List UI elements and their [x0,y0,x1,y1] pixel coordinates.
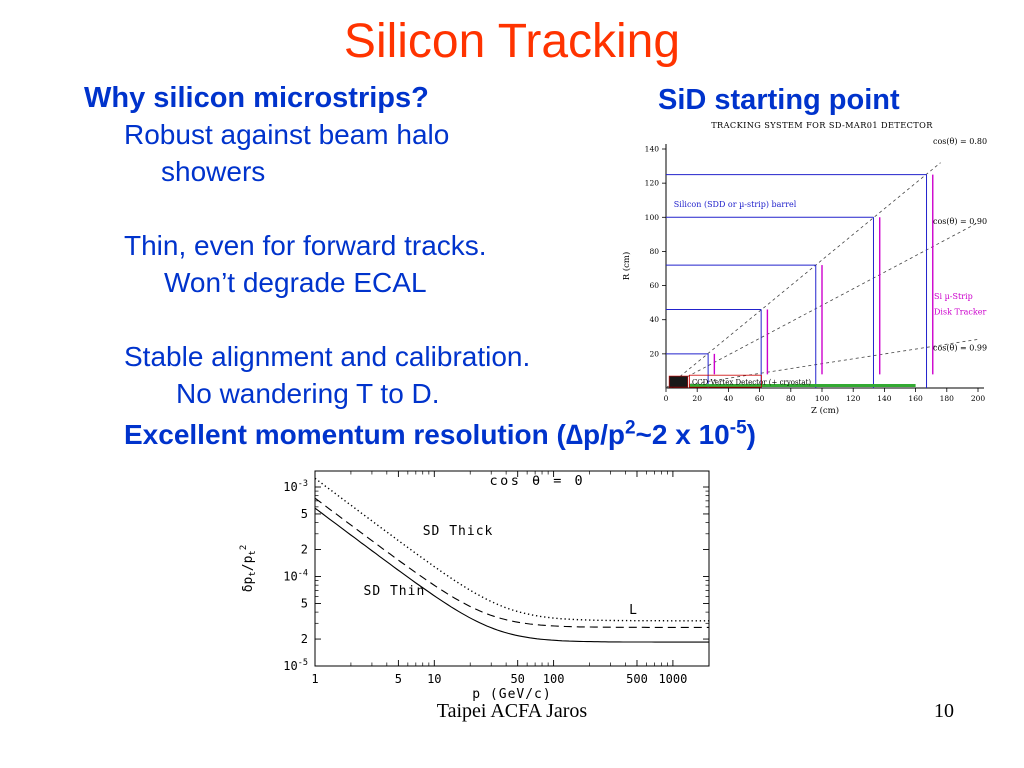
y-tick-label: 10-3 [283,479,308,494]
cos-theta-line [665,162,941,389]
y-tick-label: 120 [645,179,660,188]
momentum-superscript: -5 [729,417,747,439]
body-line: Stable alignment and calibration. [124,341,531,372]
barrel-label: Silicon (SDD or µ-strip) barrel [674,200,797,209]
x-tick-label: 500 [626,672,648,686]
spacer [84,304,629,341]
x-tick-label: 50 [510,672,524,686]
y-tick-label: 2 [301,632,308,646]
resolution-plot: 1 5 10 50 100 500 1000 10-3 5 2 10-4 5 2 10-5 SD Thick… [239,470,710,702]
body-line: Thin, even for forward tracks. [124,230,487,261]
plot-frame [314,470,710,667]
body-line: Robust against beam halo [124,119,450,150]
x-tick-label: 200 [971,394,986,403]
res-ylabel: δpt/pt2 [239,545,258,593]
vertex-detector-box [668,375,689,388]
vertex-label: CCD Vertex Detector (+ cryostat) [692,378,811,386]
tracking-ylabel: R (cm) [621,252,632,281]
x-tick-label: 160 [908,394,923,403]
vertex-label-outline [689,374,762,388]
momentum-resolution-text: Excellent momentum resolution (∆p/p2~2 x… [124,419,756,451]
body-line: Won’t degrade ECAL [164,267,427,298]
y-tick-label: 60 [649,281,659,290]
series-label: SD Thin [364,584,426,599]
cos-theta-label: cos(θ) = 0.80 [933,137,987,146]
x-tick-label: 1 [311,672,318,686]
x-tick-label: 10 [427,672,441,686]
sid-heading: SiD starting point [658,84,900,116]
momentum-resolution-chart: 1 5 10 50 100 500 1000 10-3 5 2 10-4 5 2 10-5 SD Thick… [222,458,747,708]
tracking-plot: TRACKING SYSTEM FOR SD-MAR01 DETECTOR 0 20… [621,120,987,416]
disk-label-2: Disk Tracker [934,308,986,317]
series-label: SD Thick [423,524,494,539]
x-tick-label: 40 [724,394,734,403]
y-tick-label: 80 [649,247,659,256]
body-line: showers [161,156,266,187]
left-heading: Why silicon microstrips? [84,82,429,114]
x-tick-label: 140 [877,394,892,403]
tracking-chart-title: TRACKING SYSTEM FOR SD-MAR01 DETECTOR [711,120,933,130]
x-tick-label: 80 [786,394,796,403]
curve-sd-thin [314,507,709,643]
cos-theta-label: cos(θ) = 0.90 [933,217,987,226]
momentum-text-part: ) [746,419,756,450]
momentum-superscript: 2 [624,417,636,439]
y-tick-label: 5 [301,596,308,610]
tracking-system-chart: TRACKING SYSTEM FOR SD-MAR01 DETECTOR 0 20… [618,116,1010,416]
res-xlabel: p (GeV/c) [472,687,551,702]
x-tick-label: 100 [815,394,830,403]
x-tick-label: 5 [395,672,402,686]
tracking-xlabel: Z (cm) [811,405,839,416]
y-tick-label: 5 [301,507,308,521]
x-tick-label: 0 [664,394,669,403]
cos-theta-label: cos(θ) = 0.99 [933,343,987,352]
y-tick-label: 10-5 [283,658,308,673]
y-tick-label: 20 [649,349,659,358]
curve-sd-thick [314,477,709,622]
y-tick-label: 140 [645,145,660,154]
left-text-column: Why silicon microstrips? Robust against … [84,82,629,415]
cos-theta-annotation: cos θ = 0 [489,473,585,489]
y-tick-label: 100 [645,213,660,222]
disk-label-1: Si µ-Strip [934,292,973,301]
x-tick-label: 180 [940,394,955,403]
footer-author: Taipei ACFA Jaros [436,700,588,722]
slide-title: Silicon Tracking [343,15,681,68]
curve-l [314,497,709,628]
momentum-text-part: ~2 x 10 [635,419,730,450]
x-tick-label: 20 [692,394,702,403]
body-line: No wandering T to D. [176,378,440,409]
series-label: L [629,603,638,618]
page-number: 10 [934,700,954,722]
y-tick-label: 2 [301,543,308,557]
spacer [84,193,629,230]
x-tick-label: 100 [543,672,565,686]
x-tick-label: 1000 [658,672,687,686]
y-tick-label: 10-4 [283,569,308,584]
x-tick-label: 60 [755,394,765,403]
x-tick-label: 120 [846,394,861,403]
momentum-text-part: Excellent momentum resolution (∆p/p [124,419,625,450]
y-tick-label: 40 [649,315,659,324]
